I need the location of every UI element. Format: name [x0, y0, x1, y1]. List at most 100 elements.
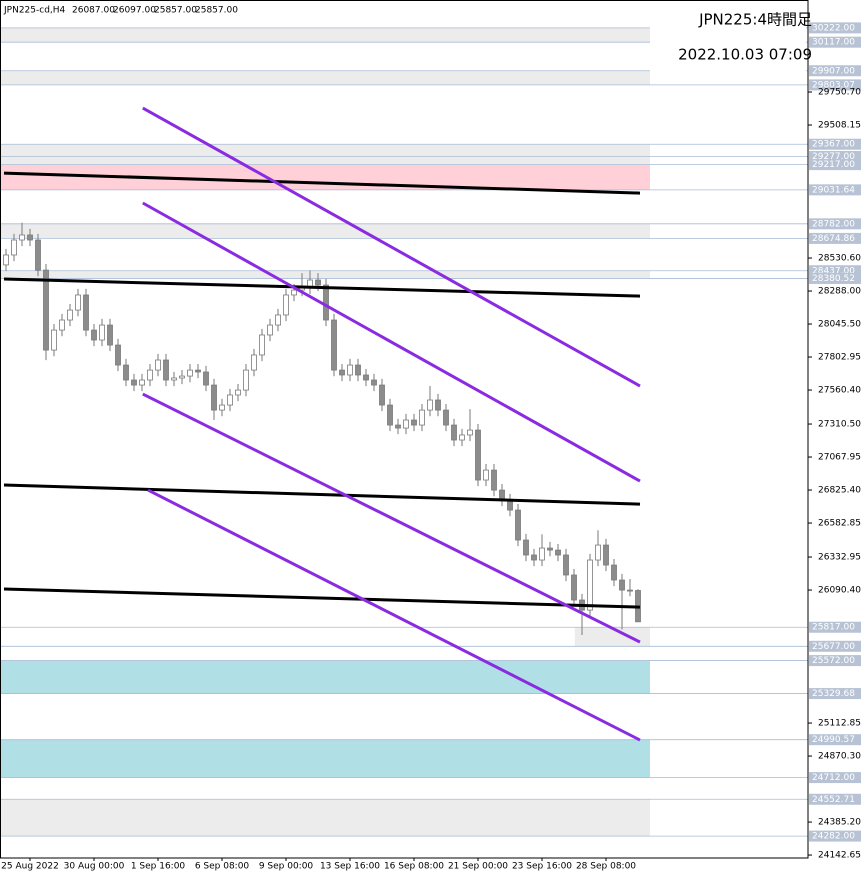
candle-body — [91, 329, 97, 341]
candle-body — [179, 375, 185, 379]
level-label: 25572.00 — [812, 656, 855, 666]
candle-body — [571, 574, 577, 601]
level-label: 29031.64 — [812, 185, 855, 195]
level-tag — [809, 655, 861, 667]
candle-body — [51, 329, 57, 351]
trendline — [142, 106, 641, 388]
candle-body — [523, 539, 529, 556]
trendline — [3, 171, 641, 195]
candle-body — [339, 369, 345, 376]
candle-body — [451, 424, 457, 441]
candle-body — [171, 377, 177, 381]
trendline — [142, 392, 641, 644]
candle-body — [435, 399, 441, 411]
candle-body — [491, 469, 497, 491]
y-tick-label: 24142.65 — [818, 851, 861, 861]
candle-body — [163, 359, 169, 381]
candle-body — [275, 314, 281, 326]
level-tag — [809, 218, 861, 230]
candle-body — [619, 579, 625, 591]
x-tick-label: 28 Sep 08:00 — [576, 862, 636, 872]
candle-body — [3, 254, 9, 266]
x-tick-label: 6 Sep 08:00 — [195, 862, 250, 872]
level-tag — [809, 138, 861, 150]
y-tick-label: 27802.95 — [818, 353, 861, 363]
candle-body — [203, 371, 209, 386]
candle-body — [291, 289, 297, 296]
header-value: 25857.00 — [154, 6, 197, 16]
level-label: 28380.52 — [812, 274, 855, 284]
level-tag — [809, 772, 861, 784]
y-tick-label: 27560.40 — [818, 386, 861, 396]
candle-body — [219, 404, 225, 411]
trendline — [3, 587, 641, 609]
candle-body — [123, 364, 129, 381]
candle-body — [467, 429, 473, 436]
candle-body — [315, 279, 321, 286]
zone — [0, 660, 650, 694]
trendline — [3, 483, 641, 506]
candle-body — [75, 294, 81, 311]
trendline — [3, 277, 641, 298]
candle-body — [107, 324, 113, 346]
level-label: 28782.00 — [812, 219, 855, 229]
level-label: 24990.57 — [812, 735, 855, 745]
level-label: 29217.00 — [812, 160, 855, 170]
level-label: 24282.00 — [812, 832, 855, 842]
x-tick-label: 9 Sep 00:00 — [259, 862, 314, 872]
chart-title: JPN225:4時間足 — [698, 11, 812, 29]
candle-body — [155, 359, 161, 371]
level-tag — [809, 272, 861, 284]
header-value: 25857.00 — [195, 6, 238, 16]
candle-body — [227, 394, 233, 406]
y-tick-label: 28045.50 — [818, 320, 861, 330]
chart-subtitle: 2022.10.03 07:09 — [678, 46, 812, 64]
zone — [0, 739, 650, 778]
candle-body — [131, 379, 137, 386]
trendlines — [3, 106, 641, 742]
y-tick-label: 25112.85 — [818, 719, 861, 729]
candle-body — [147, 369, 153, 381]
y-tick-label: 26090.40 — [818, 586, 861, 596]
x-tick-label: 30 Aug 00:00 — [64, 862, 125, 872]
candle-body — [611, 564, 617, 581]
y-tick-label: 27067.95 — [818, 453, 861, 463]
zone — [0, 223, 650, 239]
candle-body — [43, 269, 49, 351]
axis-labels: 30222.00 30117.00 29907.00 29803.07 29367.00… — [1, 22, 861, 872]
level-tag — [809, 621, 861, 633]
candle-body — [403, 419, 409, 429]
y-tick-label: 29508.15 — [818, 121, 861, 131]
candle-body — [563, 554, 569, 576]
candle-body — [483, 469, 489, 481]
candle-body — [19, 234, 25, 241]
y-tick-label: 29750.70 — [818, 88, 861, 98]
candle-body — [419, 409, 425, 426]
level-tag — [809, 65, 861, 77]
candle-body — [139, 379, 145, 386]
candle-body — [251, 354, 257, 371]
level-label: 30222.00 — [812, 23, 855, 33]
level-tag — [809, 830, 861, 842]
level-label: 29803.07 — [812, 80, 855, 90]
y-tick-label: 28530.60 — [818, 254, 861, 264]
zone — [0, 70, 650, 85]
candle-body — [267, 324, 273, 336]
zone — [0, 27, 650, 43]
level-tag — [809, 232, 861, 244]
level-label: 28437.00 — [812, 266, 855, 276]
candle-body — [387, 404, 393, 426]
candle-body — [459, 434, 465, 441]
candle-body — [83, 294, 89, 331]
x-tick-label: 1 Sep 16:00 — [131, 862, 186, 872]
candle-body — [283, 294, 289, 316]
level-label: 25677.00 — [812, 642, 855, 652]
x-tick-label: 21 Sep 00:00 — [448, 862, 508, 872]
candle-body — [347, 364, 353, 376]
level-label: 24552.71 — [812, 795, 855, 805]
header-value: 26097.00 — [113, 6, 156, 16]
candle-body — [443, 409, 449, 426]
level-tag — [809, 640, 861, 652]
candle-body — [555, 549, 561, 556]
candle-body — [475, 429, 481, 481]
